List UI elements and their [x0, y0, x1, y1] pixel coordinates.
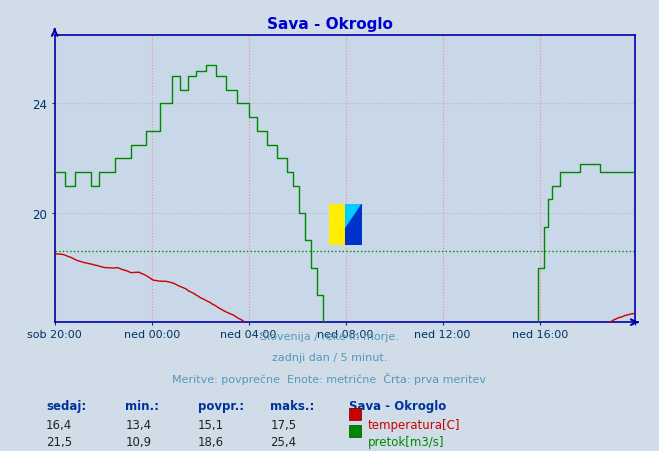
Text: Sava - Okroglo: Sava - Okroglo: [266, 17, 393, 32]
Polygon shape: [330, 205, 346, 245]
Text: 16,4: 16,4: [46, 418, 72, 431]
Text: 18,6: 18,6: [198, 435, 224, 448]
Text: min.:: min.:: [125, 399, 159, 412]
Text: zadnji dan / 5 minut.: zadnji dan / 5 minut.: [272, 352, 387, 362]
Text: 13,4: 13,4: [125, 418, 152, 431]
Text: 21,5: 21,5: [46, 435, 72, 448]
Text: Slovenija / reke in morje.: Slovenija / reke in morje.: [260, 331, 399, 341]
Text: temperatura[C]: temperatura[C]: [368, 418, 460, 431]
Polygon shape: [346, 205, 362, 245]
Polygon shape: [346, 205, 362, 229]
Text: 15,1: 15,1: [198, 418, 224, 431]
Text: sedaj:: sedaj:: [46, 399, 86, 412]
Text: Meritve: povprečne  Enote: metrične  Črta: prva meritev: Meritve: povprečne Enote: metrične Črta:…: [173, 372, 486, 384]
Text: povpr.:: povpr.:: [198, 399, 244, 412]
Text: 17,5: 17,5: [270, 418, 297, 431]
Polygon shape: [330, 205, 346, 245]
Text: 10,9: 10,9: [125, 435, 152, 448]
Text: maks.:: maks.:: [270, 399, 314, 412]
Text: pretok[m3/s]: pretok[m3/s]: [368, 435, 444, 448]
Text: 25,4: 25,4: [270, 435, 297, 448]
Text: Sava - Okroglo: Sava - Okroglo: [349, 399, 447, 412]
